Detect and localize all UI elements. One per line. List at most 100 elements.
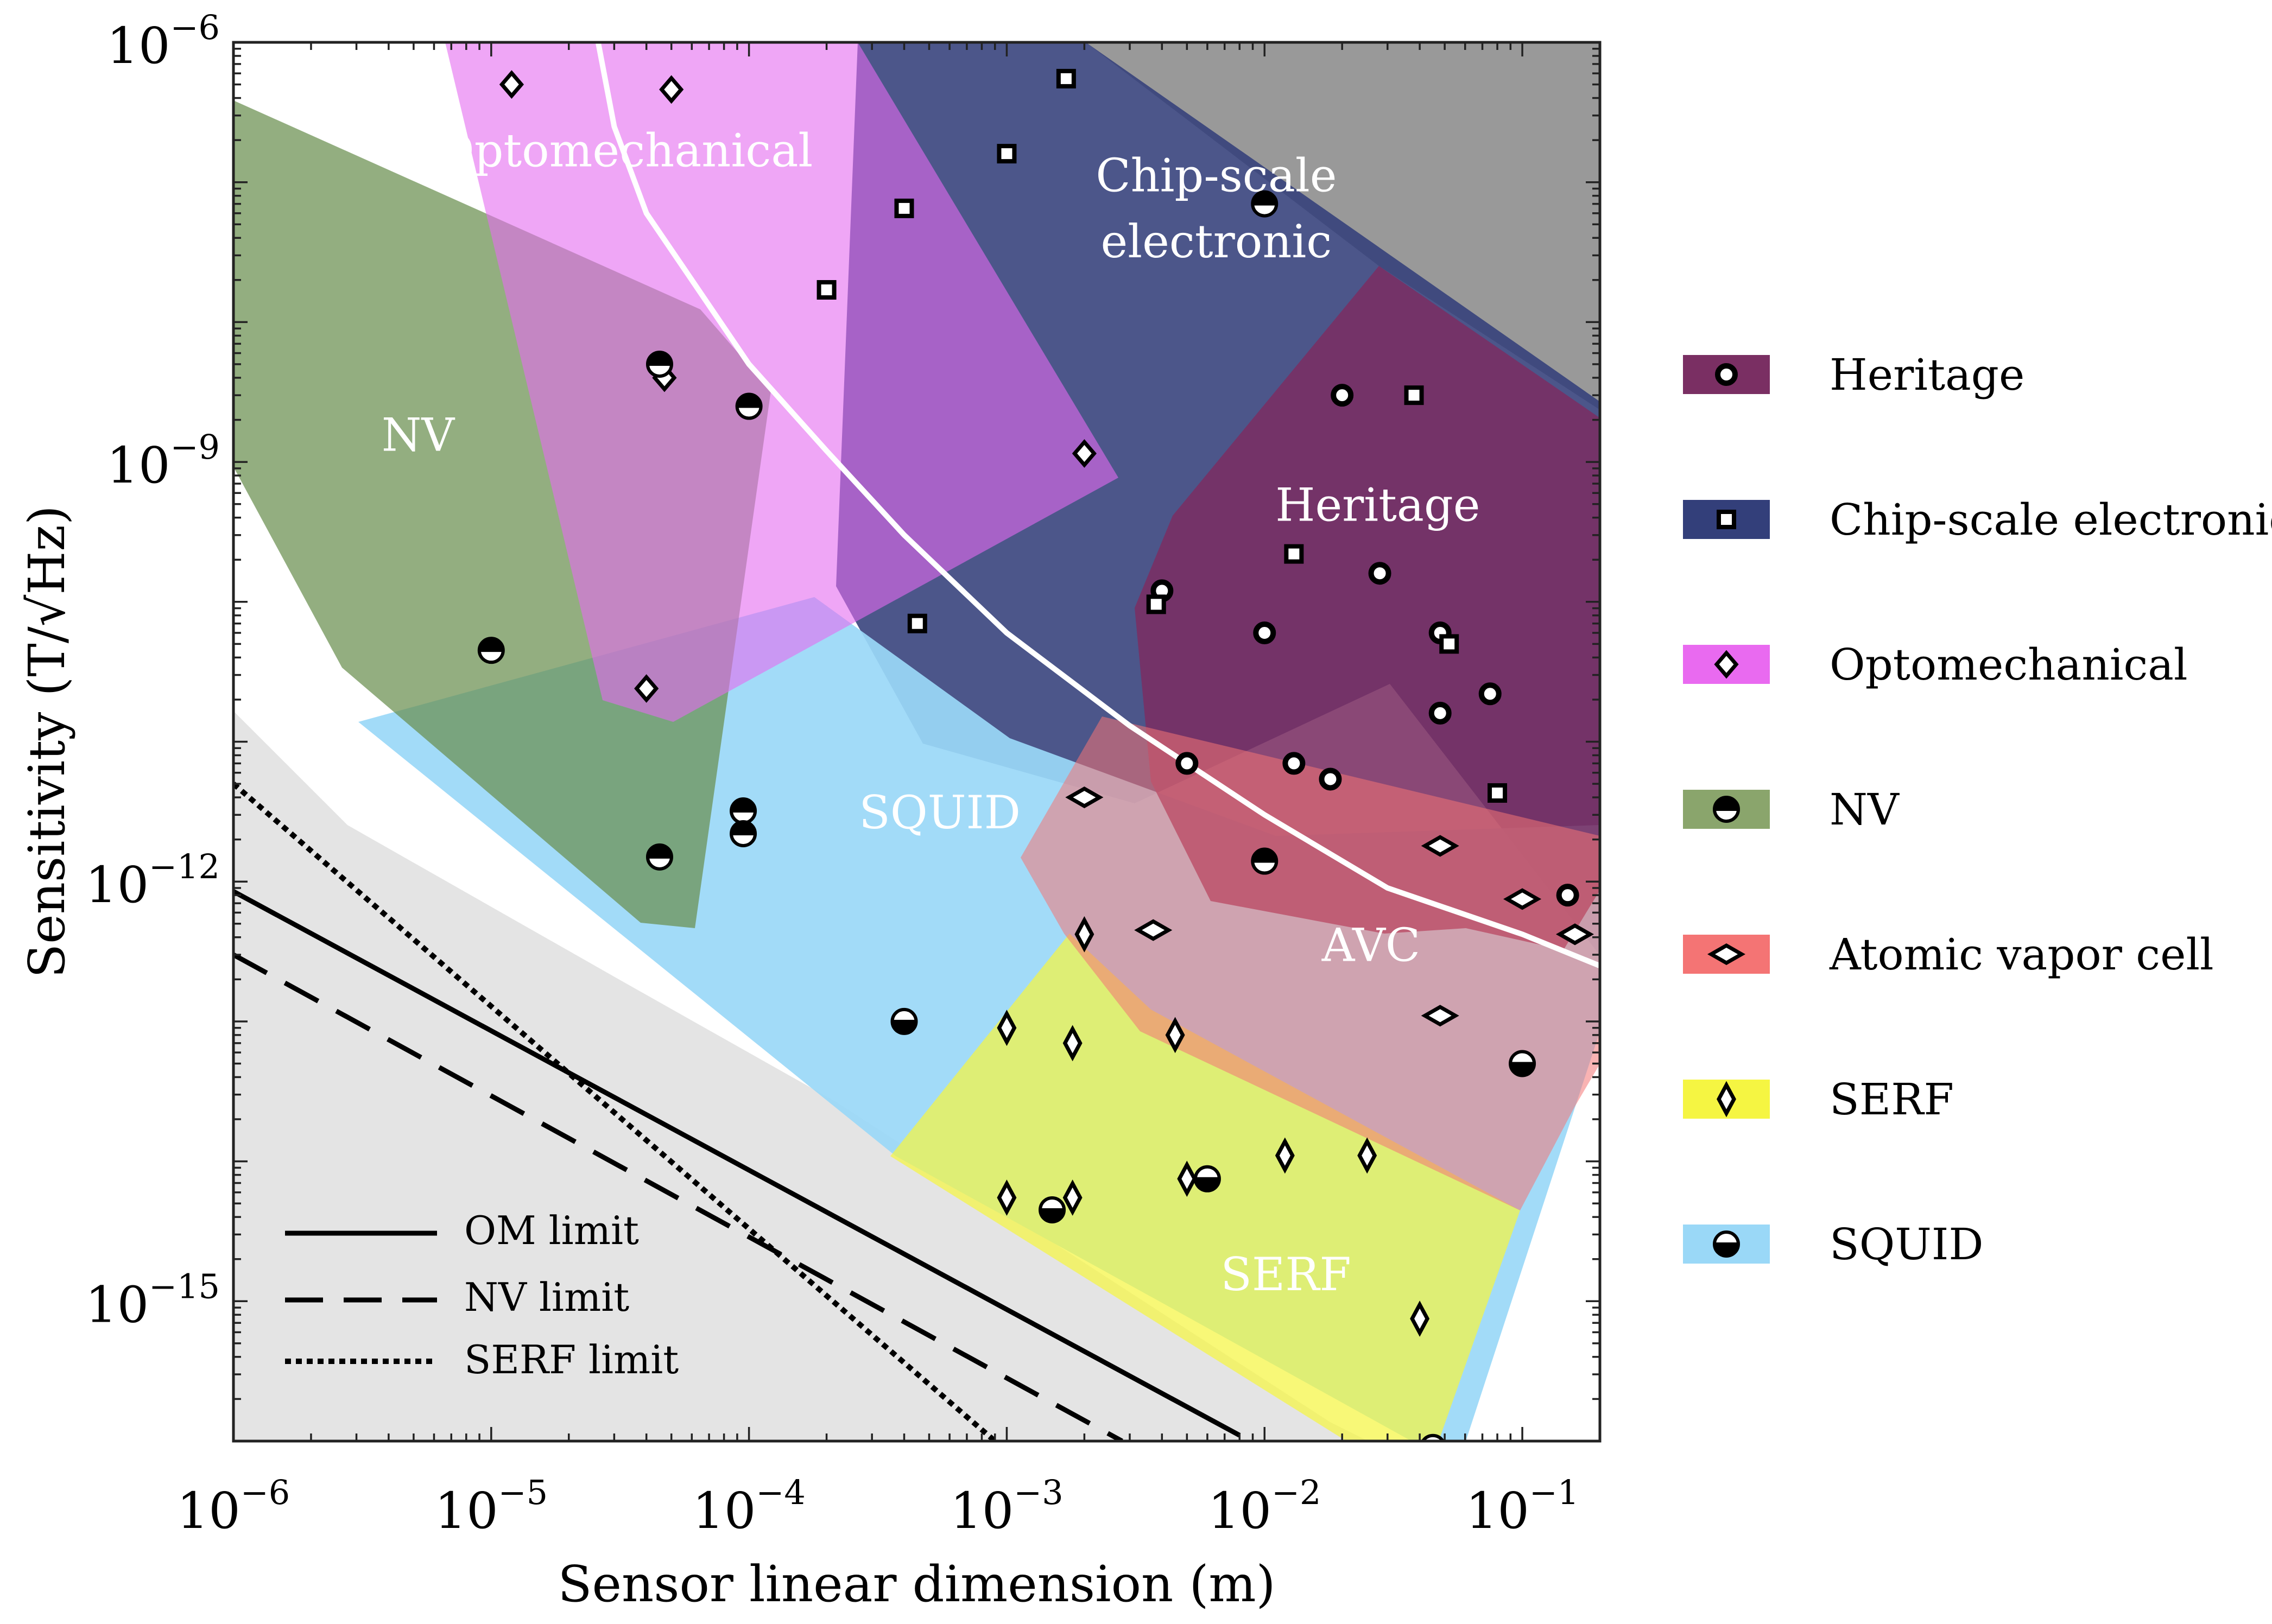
data-point — [1428, 701, 1452, 725]
data-point — [817, 280, 837, 300]
x-tick-label: 10−3 — [950, 1473, 1063, 1540]
x-axis-label: Sensor linear dimension (m) — [558, 1555, 1276, 1613]
region-label-squid: SQUID — [859, 786, 1021, 839]
region-label-serf: SERF — [1220, 1248, 1351, 1301]
legend-item-heritage: Heritage — [1683, 350, 2024, 400]
data-point — [1421, 835, 1459, 857]
nv-limit-legend-label: NV limit — [464, 1274, 629, 1320]
data-point — [1275, 1137, 1295, 1174]
legend-label: Chip-scale electronic — [1830, 494, 2272, 545]
y-tick-label: 10−15 — [85, 1266, 220, 1334]
legend-label: SQUID — [1830, 1219, 1984, 1270]
data-point — [1478, 682, 1502, 706]
data-point — [1410, 1301, 1430, 1337]
data-point — [1556, 884, 1579, 907]
data-point — [1175, 752, 1199, 775]
data-point — [1193, 1165, 1221, 1192]
data-point — [997, 144, 1017, 164]
series-chip-scale-electronic — [817, 68, 1508, 803]
region-labels: Optomechanical Chip-scale electronic NV Heri… — [382, 124, 1480, 1301]
series-heritage — [1150, 384, 1579, 907]
data-point — [1039, 1196, 1066, 1223]
region-optomechanical — [445, 42, 1118, 722]
om-limit-legend-label: OM limit — [464, 1208, 639, 1253]
legend-label: Heritage — [1830, 350, 2024, 400]
region-label-electronic: electronic — [1101, 215, 1332, 268]
x-tick-label: 10−1 — [1466, 1473, 1579, 1540]
region-label-avc: AVC — [1321, 919, 1420, 972]
white-envelope-curve — [595, 42, 1600, 969]
limit-legend: OM limit NV limit SERF limit — [285, 1208, 679, 1382]
sensor-regions — [233, 42, 1600, 1441]
x-tick-label: 10−6 — [177, 1473, 290, 1540]
series-atomic-vapor-cell — [1065, 786, 1594, 1492]
region-label-optomechanical: Optomechanical — [437, 124, 813, 177]
data-point — [735, 392, 763, 420]
legend-marker — [1715, 363, 1738, 386]
legend-label: SERF — [1830, 1074, 1954, 1125]
data-point — [1404, 1475, 1435, 1492]
legend-marker — [1714, 650, 1739, 679]
data-point — [477, 637, 505, 664]
data-point — [1065, 786, 1104, 809]
legend-label: Atomic vapor cell — [1829, 929, 2214, 980]
data-point — [894, 198, 914, 218]
data-point — [1368, 562, 1391, 585]
data-point — [659, 75, 684, 104]
y-tick-label: 10−9 — [107, 427, 220, 494]
legend-item-chip-scale-electronic: Chip-scale electronic — [1683, 494, 2272, 545]
data-point — [1488, 783, 1508, 803]
region-label-nv: NV — [382, 409, 455, 462]
legend-item-optomechanical: Optomechanical — [1683, 639, 2188, 690]
serf-limit-legend-label: SERF limit — [464, 1337, 679, 1382]
data-point — [1074, 916, 1094, 953]
data-point — [1251, 190, 1279, 218]
region-lower-limit-gray — [233, 711, 1368, 1441]
data-point — [645, 350, 673, 378]
data-point — [1331, 384, 1354, 407]
data-point — [1503, 888, 1542, 910]
y-tick-label: 10−6 — [107, 8, 220, 75]
limit-lines — [233, 782, 1241, 1441]
legend-marker — [1707, 943, 1746, 966]
series-optomechanical — [499, 70, 1097, 703]
series-serf — [997, 916, 1430, 1337]
data-point — [1062, 1025, 1083, 1062]
axes: 10−6 10−5 10−4 10−3 10−2 10−1 10−6 10−9 10−12 10−… — [18, 8, 1601, 1613]
x-tick-label: 10−5 — [435, 1473, 548, 1540]
data-point — [1282, 752, 1306, 775]
data-point — [1177, 1160, 1197, 1197]
data-point — [1284, 544, 1304, 564]
nv-limit-line — [233, 952, 1123, 1441]
data-point — [730, 820, 757, 847]
data-point — [1134, 919, 1173, 941]
data-point — [730, 797, 757, 825]
data-point — [634, 674, 659, 703]
legend-marker — [1717, 510, 1736, 529]
series-squid — [890, 1007, 1536, 1441]
data-point — [907, 613, 927, 633]
om-limit-line — [233, 889, 1241, 1438]
legend-item-serf: SERF — [1683, 1074, 1954, 1125]
x-tick-label: 10−2 — [1208, 1473, 1321, 1540]
legend-label: Optomechanical — [1830, 639, 2188, 690]
data-point — [1404, 385, 1424, 405]
envelope-curve — [595, 42, 1600, 969]
legend-marker — [1717, 1081, 1736, 1118]
legend-item-squid: SQUID — [1683, 1219, 1984, 1270]
y-axis-label: Sensitivity (T/√Hz) — [18, 505, 76, 978]
data-point — [499, 70, 524, 99]
data-points — [477, 68, 1594, 1492]
serf-limit-line — [233, 782, 997, 1441]
data-point — [1062, 1179, 1083, 1216]
data-point — [1146, 594, 1166, 614]
legend-item-atomic-vapor-cell: Atomic vapor cell — [1683, 929, 2214, 980]
data-point — [890, 1007, 918, 1035]
data-point — [1555, 923, 1594, 946]
data-point — [1072, 439, 1097, 468]
data-point — [1251, 847, 1279, 875]
legend: Heritage Chip-scale electronic Optomechani… — [1683, 350, 2272, 1270]
legend-item-nv: NV — [1683, 784, 1900, 835]
data-point — [1421, 1005, 1459, 1027]
